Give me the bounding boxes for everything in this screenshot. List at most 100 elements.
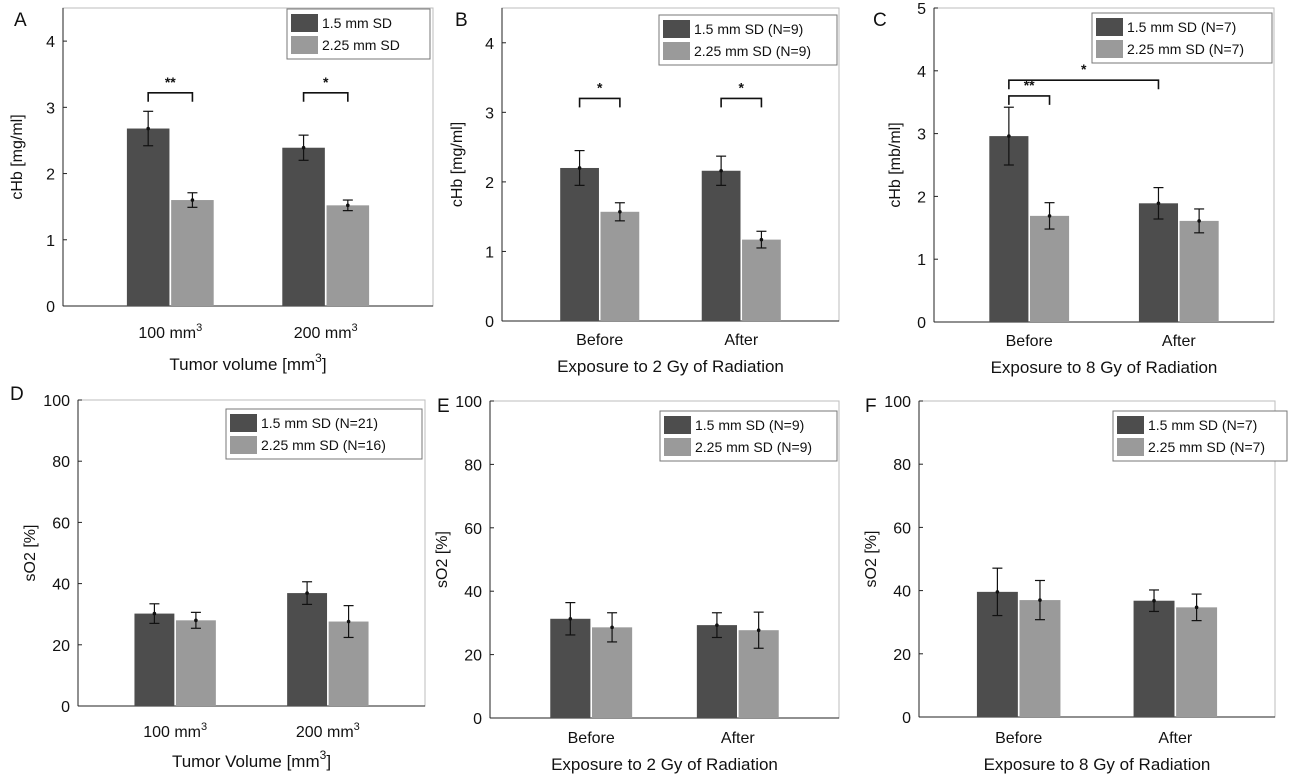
mean-point [1156,201,1161,206]
bar-series-2 [1179,220,1219,322]
y-tick-label: 80 [52,454,70,471]
panel-letter: A [14,10,27,31]
bar-series-1 [282,147,325,306]
panel-a: A 0 1 2 3 4 cHb [mg/ml] 100 mm3 200 mm3 Tumor vol… [9,7,434,374]
panel-b: B 0 1 2 3 4 cHb [mg/ml] Before After Exposure to … [449,7,840,376]
x-tick-label: 100 mm3 [143,721,207,741]
y-tick-label: 100 [43,393,70,410]
panel-d: D 0 20 40 60 80 100 sO2 [%] 100 mm3 200 mm3 Tumor … [10,384,426,771]
legend-swatch [1096,40,1123,58]
x-axis-label: Tumor volume [mm3] [169,351,326,374]
significance-bracket [147,91,194,102]
y-axis-label: cHb [mb/ml] [887,122,904,207]
x-tick-label: After [1158,730,1192,747]
mean-point [301,145,306,150]
y-tick-label: 3 [917,127,926,144]
significance-stars: ** [165,74,176,90]
y-tick-label: 80 [464,457,482,474]
mean-point [1197,219,1201,223]
y-axis-label: sO2 [%] [434,531,451,588]
legend-entry: 1.5 mm SD (N=7) [1148,417,1257,433]
legend-entry: 2.25 mm SD (N=9) [694,43,811,59]
y-axis-label: sO2 [%] [22,525,39,582]
y-tick-label: 0 [917,315,926,332]
legend-entry: 2.25 mm SD (N=9) [695,439,812,455]
x-axis-label: Exposure to 8 Gy of Radiation [984,755,1211,774]
bar-series-2 [326,205,370,306]
y-axis-label: cHb [mg/ml] [449,122,466,207]
y-tick-label: 40 [893,584,911,601]
mean-point [577,166,582,170]
legend-swatch [664,416,691,434]
legend-swatch [291,14,318,32]
legend-entry: 1.5 mm SD (N=9) [694,21,803,37]
significance-stars: * [323,74,329,90]
y-tick-label: 4 [46,34,55,51]
bar-series-2 [742,239,781,321]
legend-entry: 1.5 mm SD (N=9) [695,417,804,433]
legend: 1.5 mm SD 2.25 mm SD [286,8,431,60]
y-tick-label: 2 [485,175,494,192]
y-tick-label: 100 [884,394,911,411]
x-tick-label: After [1162,333,1196,350]
mean-point [1152,598,1156,603]
significance-stars: ** [1024,77,1035,93]
legend-entry: 2.25 mm SD (N=7) [1148,439,1265,455]
significance-bracket [578,97,621,108]
x-tick-label: 200 mm3 [296,721,360,741]
legend-entry: 1.5 mm SD [322,15,392,31]
x-tick-label: 100 mm3 [138,322,202,342]
y-tick-label: 60 [464,521,482,538]
mean-point [618,209,622,214]
y-tick-label: 60 [893,520,911,537]
y-tick-label: 20 [464,648,482,665]
legend-swatch [230,414,257,432]
y-tick-label: 3 [46,100,55,117]
legend-entry: 2.25 mm SD (N=7) [1127,41,1244,57]
x-tick-label: Before [568,730,615,747]
legend-entry: 2.25 mm SD [322,37,400,53]
significance-stars: * [597,79,603,95]
y-tick-label: 0 [61,699,70,716]
bar-series-2 [1029,215,1070,322]
mean-point [610,625,614,630]
bar-series-1 [560,167,599,321]
legend-swatch [1117,438,1144,456]
y-tick-label: 1 [485,244,494,261]
y-tick-label: 40 [52,577,70,594]
legend: 1.5 mm SD (N=21) 2.25 mm SD (N=16) [225,408,423,460]
bar-series-1 [1133,600,1175,717]
y-tick-label: 1 [917,252,926,269]
y-tick-label: 0 [473,711,482,728]
legend-swatch [1117,416,1144,434]
y-tick-label: 0 [902,710,911,727]
y-tick-label: 2 [46,167,55,184]
mean-point [1007,134,1011,138]
legend-entry: 1.5 mm SD (N=21) [261,415,378,431]
x-axis-label: Exposure to 8 Gy of Radiation [991,358,1218,377]
legend-box [225,408,423,460]
y-tick-label: 1 [46,233,55,250]
legend-swatch [663,20,690,38]
x-tick-label: Before [995,730,1042,747]
y-tick-label: 0 [485,314,494,331]
panel-f: F 0 20 40 60 80 100 sO2 [%] Before After Exposure … [863,394,1288,774]
mean-point [1194,605,1199,610]
mean-point [152,611,157,616]
legend: 1.5 mm SD (N=9) 2.25 mm SD (N=9) [659,410,838,462]
mean-point [190,198,195,202]
y-tick-label: 0 [46,299,55,316]
x-axis-label: Tumor Volume [mm3] [172,748,331,771]
mean-point [756,628,761,632]
significance-stars: * [739,79,745,95]
legend: 1.5 mm SD (N=7) 2.25 mm SD (N=7) [1112,410,1288,462]
bar-series-2 [175,620,216,706]
panel-letter: C [873,10,887,31]
significance-bracket [1008,79,1160,90]
y-tick-label: 4 [485,36,494,53]
mean-point [346,619,351,624]
mean-point [715,623,719,627]
x-tick-label: After [721,730,755,747]
bar-series-2 [171,200,214,306]
significance-bracket [720,97,763,108]
